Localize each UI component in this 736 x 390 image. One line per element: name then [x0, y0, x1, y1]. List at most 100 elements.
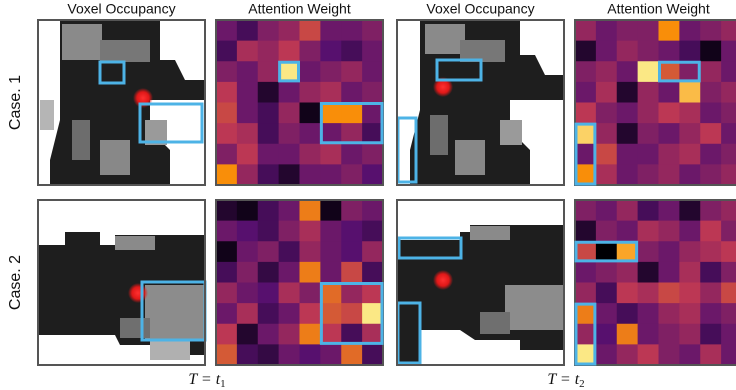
heatmap-cell — [320, 221, 341, 242]
heatmap-cell — [638, 61, 659, 82]
heatmap-cell — [216, 61, 237, 82]
heatmap-cell — [700, 144, 721, 165]
heatmap-cell — [279, 144, 300, 165]
time-label-main: T = t — [188, 371, 220, 388]
heatmap-cell — [638, 164, 659, 185]
heatmap-cell — [320, 82, 341, 103]
heatmap-cell — [279, 61, 300, 82]
heatmap-cell — [216, 303, 237, 324]
heatmap-cell — [659, 20, 680, 41]
heatmap-cell — [575, 61, 596, 82]
heatmap-cell — [659, 303, 680, 324]
heatmap-cell — [659, 123, 680, 144]
heatmap-cell — [617, 344, 638, 365]
heatmap-cell — [279, 164, 300, 185]
heatmap-cell — [659, 262, 680, 283]
heatmap-cell — [596, 20, 617, 41]
heatmap-cell — [216, 123, 237, 144]
heatmap-cell — [700, 164, 721, 185]
heatmap-cell — [617, 283, 638, 304]
heatmap-cell — [341, 241, 362, 262]
heatmap-cell — [617, 164, 638, 185]
heatmap-cell — [279, 221, 300, 242]
heatmap-cell — [659, 144, 680, 165]
heatmap-cell — [617, 123, 638, 144]
heatmap-cell — [596, 144, 617, 165]
heatmap-cell — [638, 303, 659, 324]
heatmap-cell — [341, 41, 362, 62]
heatmap-cell — [617, 103, 638, 124]
heatmap-cell — [258, 123, 279, 144]
heatmap-cell — [638, 20, 659, 41]
heatmap-cell — [679, 221, 700, 242]
ego-marker — [433, 270, 453, 290]
heatmap-cell — [679, 241, 700, 262]
heatmap-cell — [216, 200, 237, 221]
heatmap-cell — [300, 20, 321, 41]
heatmap-cell — [596, 241, 617, 262]
heatmap-cell — [237, 344, 258, 365]
heatmap-cell — [617, 262, 638, 283]
heatmap-cell — [300, 41, 321, 62]
ego-marker — [128, 283, 148, 303]
heatmap-cell — [237, 144, 258, 165]
heatmap-cell — [216, 164, 237, 185]
heatmap-cell — [721, 82, 736, 103]
heatmap-cell — [575, 262, 596, 283]
heatmap-cell — [320, 241, 341, 262]
heatmap-cell — [341, 164, 362, 185]
heatmap-cell — [575, 221, 596, 242]
heatmap-cell — [300, 303, 321, 324]
heatmap-cell — [258, 262, 279, 283]
heatmap-cell — [300, 324, 321, 345]
heatmap-cell — [700, 103, 721, 124]
heatmap-cell — [596, 200, 617, 221]
heatmap-cell — [279, 123, 300, 144]
column-header: Attention Weight — [607, 1, 710, 17]
heatmap-cell — [596, 324, 617, 345]
heatmap-cell — [575, 344, 596, 365]
heatmap-cell — [596, 344, 617, 365]
heatmap-cell — [721, 41, 736, 62]
heatmap-cell — [700, 262, 721, 283]
heatmap-cell — [300, 344, 321, 365]
heatmap-cell — [237, 61, 258, 82]
heatmap-cell — [279, 324, 300, 345]
heatmap-cell — [700, 200, 721, 221]
heatmap-cell — [237, 82, 258, 103]
heatmap-cell — [617, 303, 638, 324]
heatmap-cell — [596, 82, 617, 103]
heatmap-cell — [721, 103, 736, 124]
heatmap-cell — [341, 262, 362, 283]
heatmap-cell — [362, 41, 383, 62]
heatmap-cell — [279, 344, 300, 365]
heatmap-cell — [362, 221, 383, 242]
heatmap-cell — [659, 344, 680, 365]
heatmap-cell — [659, 324, 680, 345]
heatmap-cell — [575, 283, 596, 304]
heatmap-cell — [659, 103, 680, 124]
heatmap-cell — [279, 241, 300, 262]
heatmap-cell — [258, 221, 279, 242]
time-label: T = t1 — [188, 371, 225, 390]
heatmap-cell — [700, 344, 721, 365]
heatmap-cell — [638, 41, 659, 62]
heatmap-cell — [596, 41, 617, 62]
heatmap-cell — [279, 303, 300, 324]
heatmap-cell — [237, 283, 258, 304]
heatmap-cell — [679, 303, 700, 324]
heatmap-cell — [258, 41, 279, 62]
heatmap-cell — [659, 241, 680, 262]
heatmap-cell — [679, 344, 700, 365]
heatmap-cell — [237, 262, 258, 283]
heatmap-cell — [341, 303, 362, 324]
heatmap-cell — [617, 82, 638, 103]
heatmap-cell — [617, 144, 638, 165]
heatmap-cell — [700, 82, 721, 103]
heatmap-cell — [258, 103, 279, 124]
heatmap-cell — [679, 324, 700, 345]
heatmap-cell — [679, 164, 700, 185]
heatmap-cell — [258, 303, 279, 324]
heatmap-cell — [320, 41, 341, 62]
heatmap-cell — [216, 221, 237, 242]
